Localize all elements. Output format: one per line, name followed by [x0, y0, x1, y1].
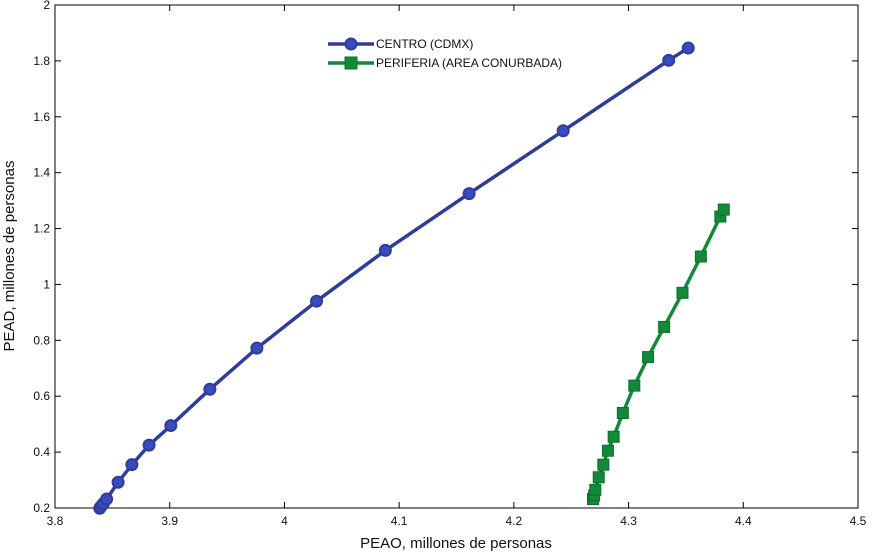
y-tick-label: 1	[43, 277, 50, 291]
axis-ticks: 3.8 3.9 4 4.1 4.2 4.3 4.4 4.5 0.2 0.4 0.6 0.8 1 1.2 1.…	[33, 0, 866, 528]
y-tick-label: 1.4	[33, 166, 50, 180]
data-point-centro	[310, 294, 324, 308]
x-tick-label: 3.9	[161, 514, 178, 528]
x-tick-label: 4.1	[391, 514, 408, 528]
y-tick-label: 1.2	[33, 222, 50, 236]
y-tick-label: 0.2	[33, 501, 50, 515]
data-point-periferia	[628, 379, 641, 392]
x-tick-label: 4.3	[620, 514, 637, 528]
x-tick-label: 4.2	[506, 514, 523, 528]
data-point-periferia	[592, 471, 605, 484]
data-point-centro	[100, 492, 114, 506]
data-point-periferia	[694, 250, 707, 263]
data-point-centro	[250, 341, 264, 355]
data-point-periferia	[676, 286, 689, 299]
x-tick-label: 4.5	[850, 514, 867, 528]
plot-area	[54, 4, 859, 509]
y-axis-title: PEAD, millones de personas	[1, 161, 18, 352]
data-point-periferia	[589, 483, 602, 496]
data-point-periferia	[717, 203, 730, 216]
x-tick-label: 3.8	[47, 514, 64, 528]
legend: CENTRO (CDMX) PERIFERIA (AREA CONURBADA)	[328, 37, 562, 70]
series-layer	[93, 41, 730, 515]
data-point-periferia	[658, 320, 671, 333]
data-point-centro	[378, 243, 392, 257]
data-point-centro	[681, 41, 695, 55]
x-tick-label: 4	[281, 514, 288, 528]
data-point-centro	[111, 475, 125, 489]
y-tick-label: 1.8	[33, 54, 50, 68]
data-point-centro	[164, 419, 178, 433]
y-tick-label: 2	[43, 0, 50, 12]
y-tick-label: 0.8	[33, 333, 50, 347]
series-periferia	[587, 203, 730, 506]
legend-marker-periferia	[344, 56, 358, 70]
data-point-centro	[142, 438, 156, 452]
x-axis-title: PEAO, millones de personas	[360, 535, 552, 552]
data-point-periferia	[607, 430, 620, 443]
x-tick-label: 4.4	[735, 514, 752, 528]
data-point-centro	[125, 458, 139, 472]
data-point-centro	[662, 53, 676, 67]
data-point-centro	[462, 187, 476, 201]
y-tick-label: 0.6	[33, 389, 50, 403]
data-point-centro	[203, 382, 217, 396]
data-point-periferia	[616, 406, 629, 419]
data-point-periferia	[597, 458, 610, 471]
series-centro	[93, 41, 695, 515]
data-point-centro	[556, 124, 570, 138]
legend-marker-centro	[344, 37, 358, 51]
y-tick-label: 0.4	[33, 445, 50, 459]
data-point-periferia	[642, 351, 655, 364]
legend-label-centro: CENTRO (CDMX)	[376, 37, 473, 51]
data-point-periferia	[601, 444, 614, 457]
y-tick-label: 1.6	[33, 110, 50, 124]
legend-label-periferia: PERIFERIA (AREA CONURBADA)	[376, 56, 562, 70]
